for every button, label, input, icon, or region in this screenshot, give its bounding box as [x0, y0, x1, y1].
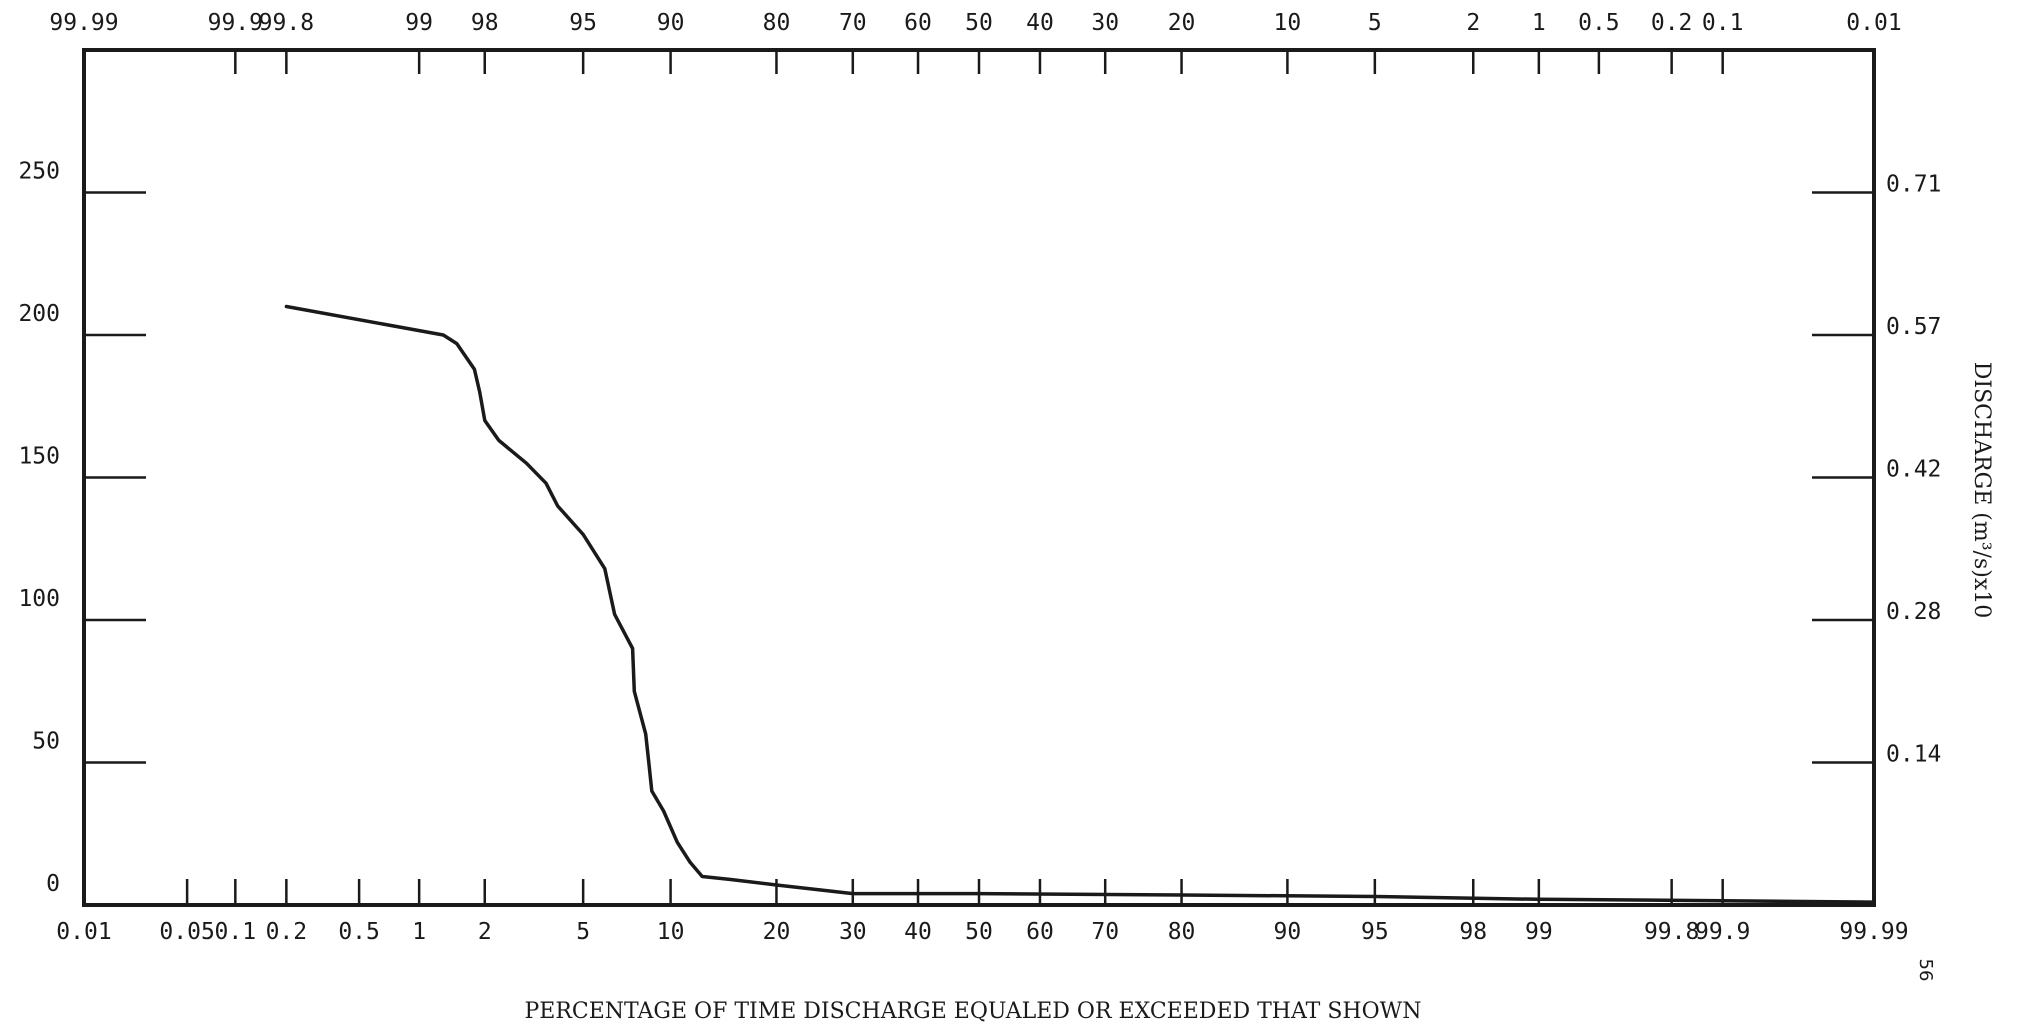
data-point — [1180, 894, 1183, 896]
data-point — [676, 841, 679, 844]
right-axis-title: DISCHARGE (m³/s)x10 — [1969, 362, 1994, 618]
bottom-tick-label: 98 — [1459, 919, 1487, 945]
right-tick-label: 0.28 — [1886, 599, 1941, 625]
top-tick-label: 20 — [1168, 10, 1196, 36]
bottom-tick-label: 80 — [1168, 919, 1196, 945]
left-tick-label: 200 — [18, 301, 60, 327]
top-tick-label: 80 — [763, 10, 791, 36]
left-tick-label: 150 — [18, 444, 60, 470]
data-point — [701, 875, 703, 878]
bottom-tick-label: 0.2 — [266, 919, 308, 945]
x-axis-title: PERCENTAGE OF TIME DISCHARGE EQUALED OR … — [524, 999, 1421, 1024]
data-point — [483, 419, 486, 422]
bottom-tick-label: 99.9 — [1695, 919, 1750, 945]
top-tick-label: 98 — [471, 10, 499, 36]
data-point — [582, 533, 584, 536]
series-line — [284, 304, 1876, 904]
top-tick-label: 90 — [657, 10, 685, 36]
right-tick-label: 0.42 — [1886, 457, 1941, 483]
top-tick-label: 30 — [1091, 10, 1119, 36]
bottom-tick-label: 20 — [763, 919, 791, 945]
data-point — [1374, 895, 1376, 898]
data-point — [478, 391, 481, 393]
data-point — [644, 733, 647, 735]
bottom-tick-label: 95 — [1361, 919, 1389, 945]
data-point — [852, 892, 854, 895]
top-tick-label: 70 — [839, 10, 867, 36]
left-tick-label: 50 — [32, 729, 60, 755]
top-tick-label: 99.8 — [259, 10, 314, 36]
data-point — [556, 505, 559, 507]
bottom-tick-label: 2 — [478, 919, 492, 945]
page-number: 56 — [1915, 959, 1936, 982]
bottom-tick-label: 30 — [839, 919, 867, 945]
top-tick-label: 95 — [569, 10, 597, 36]
plot-frame — [82, 48, 1876, 907]
bottom-tick-label: 5 — [576, 919, 590, 945]
data-point — [1538, 898, 1540, 901]
data-point — [689, 861, 691, 864]
bottom-tick-label: 90 — [1274, 919, 1302, 945]
top-tick-label: 10 — [1274, 10, 1302, 36]
bottom-tick-label: 40 — [904, 919, 932, 945]
right-tick-label: 0.71 — [1886, 172, 1941, 198]
top-tick-label: 60 — [904, 10, 932, 36]
left-tick-label: 250 — [18, 159, 60, 185]
bottom-x-axis: 0.01 0.05 0.1 0.2 0.5 1 2 5 10 20 30 40 50 60 70 80 90 95… — [56, 879, 1909, 945]
top-tick-label: 40 — [1026, 10, 1054, 36]
bottom-tick-label: 0.01 — [56, 919, 111, 945]
data-point — [525, 462, 528, 465]
bottom-tick-label: 0.1 — [215, 919, 257, 945]
top-tick-label: 0.5 — [1578, 10, 1620, 36]
top-tick-label: 0.2 — [1651, 10, 1693, 36]
data-point — [775, 884, 778, 886]
bottom-tick-label: 50 — [965, 919, 993, 945]
data-point — [1721, 899, 1724, 902]
data-point — [545, 482, 547, 485]
bottom-tick-label: 60 — [1026, 919, 1054, 945]
data-point — [978, 892, 980, 895]
data-point — [662, 810, 665, 812]
data-point — [728, 878, 731, 881]
data-point — [633, 690, 636, 693]
data-point — [442, 334, 445, 336]
data-point — [1873, 901, 1875, 903]
right-tick-label: 0.14 — [1886, 742, 1941, 768]
top-x-axis: 99.99 99.999.8 99 98 95 90 80 70 60 50 40 30 20 10 5 2 1… — [49, 10, 1902, 74]
bottom-tick-label: 10 — [657, 919, 685, 945]
data-point — [651, 790, 653, 792]
top-tick-label: 1 — [1532, 10, 1546, 36]
right-tick-label: 0.57 — [1886, 314, 1941, 340]
data-point — [604, 567, 606, 570]
bottom-tick-label: 0.5 — [338, 919, 380, 945]
top-tick-label: 2 — [1466, 10, 1480, 36]
left-tick-label: 0 — [46, 871, 60, 897]
top-tick-label: 50 — [965, 10, 993, 36]
data-point — [613, 613, 616, 616]
left-y-axis: 0 50 100 150 200 250 — [18, 159, 146, 897]
top-tick-label: 99.9 — [208, 10, 263, 36]
bottom-tick-label: 99.99 — [1839, 919, 1908, 945]
data-point — [285, 305, 288, 308]
top-tick-label: 99.99 — [49, 10, 118, 36]
top-tick-label: 0.01 — [1846, 10, 1901, 36]
top-tick-label: 5 — [1368, 10, 1382, 36]
bottom-tick-label: 99.8 — [1644, 919, 1699, 945]
bottom-tick-label: 1 — [412, 919, 426, 945]
right-y-axis: 0.14 0.28 0.42 0.57 0.71 — [1812, 172, 1941, 768]
data-point — [647, 761, 650, 764]
top-tick-label: 0.1 — [1702, 10, 1744, 36]
top-tick-label: 99 — [405, 10, 433, 36]
data-point — [497, 439, 500, 442]
bottom-tick-label: 99 — [1525, 919, 1553, 945]
series-points — [285, 305, 1875, 903]
data-point — [631, 647, 634, 650]
left-tick-label: 100 — [18, 586, 60, 612]
data-point — [455, 342, 458, 345]
bottom-tick-label: 70 — [1091, 919, 1119, 945]
bottom-tick-label: 0.05 — [159, 919, 214, 945]
data-point — [473, 368, 476, 371]
